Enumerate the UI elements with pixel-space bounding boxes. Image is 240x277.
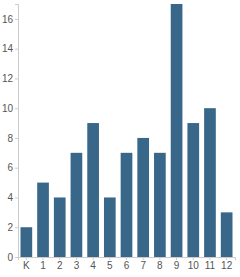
x-tick: 1 — [40, 257, 46, 271]
x-tick: 12 — [221, 257, 233, 271]
bars — [21, 4, 233, 257]
x-tick: 7 — [140, 257, 146, 271]
y-tick-mark — [15, 227, 18, 228]
x-tick-label: 10 — [188, 260, 200, 271]
y-axis-line — [15, 5, 19, 258]
bar — [204, 108, 216, 257]
x-tick: 4 — [90, 257, 96, 271]
x-tick: 3 — [74, 257, 80, 271]
y-tick: 14 — [2, 43, 18, 54]
x-tick: 11 — [205, 257, 216, 271]
y-tick-label: 6 — [7, 162, 13, 173]
y-tick-label: 2 — [7, 222, 13, 233]
bar — [121, 153, 133, 257]
y-tick-mark — [15, 19, 18, 20]
y-tick: 8 — [7, 133, 18, 144]
y-tick-mark — [15, 108, 18, 109]
y-tick-mark — [15, 78, 18, 79]
x-tick-label: 3 — [74, 260, 80, 271]
x-tick-label: 9 — [174, 260, 180, 271]
y-tick-mark — [15, 197, 18, 198]
y-tick: 16 — [2, 14, 18, 25]
x-tick-label: K — [23, 260, 30, 271]
y-tick-mark — [15, 257, 18, 258]
x-tick: 8 — [157, 257, 163, 271]
x-axis: K123456789101112 — [19, 257, 236, 271]
x-tick: K — [23, 257, 30, 271]
x-tick-label: 11 — [205, 260, 216, 271]
x-tick-label: 4 — [90, 260, 96, 271]
y-tick-label: 16 — [2, 14, 14, 25]
x-tick: 6 — [124, 257, 130, 271]
bar — [21, 227, 33, 257]
y-tick: 10 — [2, 103, 18, 114]
bar — [187, 123, 199, 257]
y-tick-label: 10 — [2, 103, 14, 114]
bar — [54, 197, 66, 257]
x-tick-label: 7 — [140, 260, 146, 271]
bar — [137, 138, 149, 257]
y-tick-label: 12 — [2, 73, 14, 84]
y-tick-label: 0 — [7, 252, 13, 263]
chart: 0246810121416K123456789101112 — [0, 0, 240, 277]
y-tick: 2 — [7, 222, 18, 233]
y-tick: 4 — [7, 192, 18, 203]
y-tick-mark — [15, 138, 18, 139]
y-tick: 12 — [2, 73, 18, 84]
x-tick: 5 — [107, 257, 113, 271]
x-tick-label: 8 — [157, 260, 163, 271]
x-tick-label: 2 — [57, 260, 63, 271]
bar — [87, 123, 99, 257]
x-tick: 2 — [57, 257, 63, 271]
plot: 0246810121416K123456789101112 — [2, 4, 236, 271]
x-tick: 10 — [188, 257, 200, 271]
bar — [37, 183, 49, 257]
x-tick-label: 1 — [40, 260, 46, 271]
y-tick-label: 14 — [2, 43, 14, 54]
x-tick-label: 5 — [107, 260, 113, 271]
x-tick-label: 6 — [124, 260, 130, 271]
x-tick-label: 12 — [221, 260, 233, 271]
y-tick-label: 8 — [7, 133, 13, 144]
x-tick: 9 — [174, 257, 180, 271]
y-tick: 6 — [7, 162, 18, 173]
y-tick-mark — [15, 168, 18, 169]
y-tick: 0 — [7, 252, 18, 263]
bar — [154, 153, 166, 257]
y-axis: 0 2 4 6 8 10 12 14 16 — [2, 5, 19, 263]
bar — [221, 212, 233, 257]
bar — [104, 197, 116, 257]
y-tick-label: 4 — [7, 192, 13, 203]
y-tick-mark — [15, 49, 18, 50]
bar — [71, 153, 83, 257]
bar — [171, 4, 183, 257]
